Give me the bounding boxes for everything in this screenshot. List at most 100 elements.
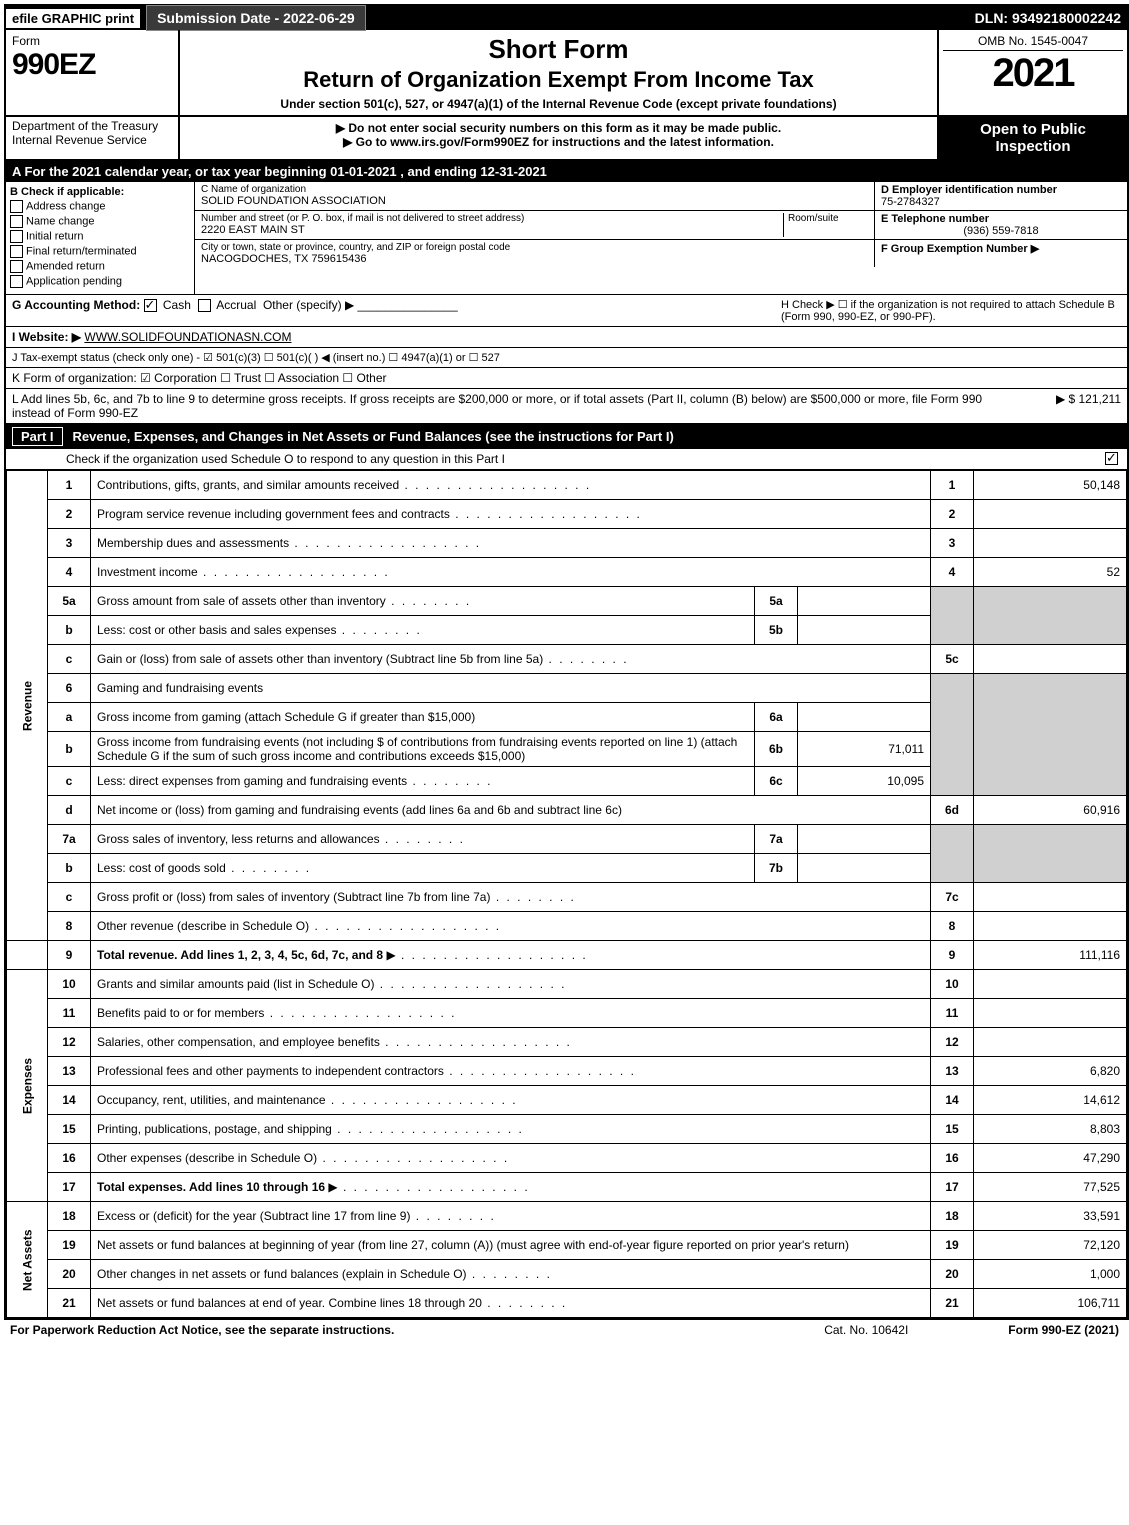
line-1: Revenue 1 Contributions, gifts, grants, … (7, 471, 1127, 500)
row-gh: G Accounting Method: Cash Accrual Other … (6, 294, 1127, 327)
open-inspection: Open to Public Inspection (939, 117, 1127, 159)
check-final[interactable]: Final return/terminated (10, 245, 190, 258)
line-13: 13 Professional fees and other payments … (7, 1057, 1127, 1086)
info-grid: B Check if applicable: Address change Na… (6, 182, 1127, 294)
line-6: 6 Gaming and fundraising events (7, 674, 1127, 703)
line-5c: c Gain or (loss) from sale of assets oth… (7, 645, 1127, 674)
section-j: J Tax-exempt status (check only one) - ☑… (6, 348, 1127, 368)
check-name[interactable]: Name change (10, 215, 190, 228)
check-address[interactable]: Address change (10, 200, 190, 213)
section-l: L Add lines 5b, 6c, and 7b to line 9 to … (6, 389, 1127, 424)
part1-label: Part I (12, 427, 63, 446)
phone-label: E Telephone number (881, 213, 1121, 225)
dept-treasury: Department of the Treasury (12, 119, 172, 133)
schedule-o-checkbox[interactable] (1105, 452, 1118, 465)
line-7c: c Gross profit or (loss) from sales of i… (7, 883, 1127, 912)
form-ref: Form 990-EZ (2021) (1008, 1323, 1119, 1337)
section-b: B Check if applicable: Address change Na… (6, 182, 195, 294)
under-section: Under section 501(c), 527, or 4947(a)(1)… (184, 97, 933, 111)
form-number: 990EZ (12, 48, 172, 82)
line-7a: 7a Gross sales of inventory, less return… (7, 825, 1127, 854)
short-form-title: Short Form (184, 34, 933, 65)
top-bar: efile GRAPHIC print Submission Date - 20… (6, 6, 1127, 30)
city-cell: City or town, state or province, country… (195, 240, 875, 267)
submission-date: Submission Date - 2022-06-29 (146, 5, 366, 31)
check-initial[interactable]: Initial return (10, 230, 190, 243)
check-pending[interactable]: Application pending (10, 275, 190, 288)
line-20: 20 Other changes in net assets or fund b… (7, 1260, 1127, 1289)
room-label: Room/suite (783, 213, 868, 237)
check-amended[interactable]: Amended return (10, 260, 190, 273)
line-2: 2 Program service revenue including gove… (7, 500, 1127, 529)
irs-label: Internal Revenue Service (12, 133, 172, 147)
expenses-label: Expenses (7, 970, 48, 1202)
line-11: 11 Benefits paid to or for members 11 (7, 999, 1127, 1028)
group-label: F Group Exemption Number ▶ (881, 242, 1121, 255)
tax-year: 2021 (943, 51, 1123, 96)
line-12: 12 Salaries, other compensation, and emp… (7, 1028, 1127, 1057)
line-17: 17 Total expenses. Add lines 10 through … (7, 1173, 1127, 1202)
line-10: Expenses 10 Grants and similar amounts p… (7, 970, 1127, 999)
part1-check: Check if the organization used Schedule … (6, 449, 1127, 470)
section-a: A For the 2021 calendar year, or tax yea… (6, 161, 1127, 182)
header-notes: ▶ Do not enter social security numbers o… (180, 117, 939, 159)
part1-header: Part I Revenue, Expenses, and Changes in… (6, 424, 1127, 449)
street-label: Number and street (or P. O. box, if mail… (201, 213, 783, 224)
line-15: 15 Printing, publications, postage, and … (7, 1115, 1127, 1144)
ein-value: 75-2784327 (881, 196, 1121, 208)
revenue-label: Revenue (7, 471, 48, 941)
ein-label: D Employer identification number (881, 184, 1121, 196)
paperwork-notice: For Paperwork Reduction Act Notice, see … (10, 1323, 394, 1337)
ein-cell: D Employer identification number 75-2784… (875, 182, 1127, 210)
netassets-label: Net Assets (7, 1202, 48, 1318)
city-label: City or town, state or province, country… (201, 242, 868, 253)
line-14: 14 Occupancy, rent, utilities, and maint… (7, 1086, 1127, 1115)
dept-info: Department of the Treasury Internal Reve… (6, 117, 180, 159)
section-cde: C Name of organization SOLID FOUNDATION … (195, 182, 1127, 294)
section-l-text: L Add lines 5b, 6c, and 7b to line 9 to … (12, 392, 1001, 420)
row-street: Number and street (or P. O. box, if mail… (195, 211, 1127, 240)
org-name: SOLID FOUNDATION ASSOCIATION (201, 195, 868, 207)
section-h: H Check ▶ ☐ if the organization is not r… (781, 298, 1121, 323)
accrual-checkbox[interactable] (198, 299, 211, 312)
phone-value: (936) 559-7818 (881, 225, 1121, 237)
line-21: 21 Net assets or fund balances at end of… (7, 1289, 1127, 1318)
part1-title: Revenue, Expenses, and Changes in Net As… (73, 429, 674, 444)
line-18: Net Assets 18 Excess or (deficit) for th… (7, 1202, 1127, 1231)
street-value: 2220 EAST MAIN ST (201, 224, 783, 236)
form-label: Form (12, 34, 172, 48)
section-k: K Form of organization: ☑ Corporation ☐ … (6, 368, 1127, 389)
line-8: 8 Other revenue (describe in Schedule O)… (7, 912, 1127, 941)
line-16: 16 Other expenses (describe in Schedule … (7, 1144, 1127, 1173)
city-value: NACOGDOCHES, TX 759615436 (201, 253, 868, 265)
group-cell: F Group Exemption Number ▶ (875, 240, 1127, 267)
website-value: WWW.SOLIDFOUNDATIONASN.COM (84, 330, 291, 344)
header-left: Form 990EZ (6, 30, 180, 115)
note-ssn: ▶ Do not enter social security numbers o… (184, 121, 933, 135)
cat-number: Cat. No. 10642I (824, 1323, 908, 1337)
lines-table: Revenue 1 Contributions, gifts, grants, … (6, 470, 1127, 1318)
line-3: 3 Membership dues and assessments 3 (7, 529, 1127, 558)
row-city: City or town, state or province, country… (195, 240, 1127, 267)
line-9: 9 Total revenue. Add lines 1, 2, 3, 4, 5… (7, 941, 1127, 970)
header-right: OMB No. 1545-0047 2021 (939, 30, 1127, 115)
name-label: C Name of organization (201, 184, 868, 195)
section-l-value: ▶ $ 121,211 (1001, 392, 1121, 420)
footer: For Paperwork Reduction Act Notice, see … (4, 1320, 1125, 1340)
org-name-cell: C Name of organization SOLID FOUNDATION … (195, 182, 875, 210)
cash-checkbox[interactable] (144, 299, 157, 312)
header: Form 990EZ Short Form Return of Organiza… (6, 30, 1127, 117)
form-990ez: efile GRAPHIC print Submission Date - 20… (4, 4, 1129, 1320)
dln: DLN: 93492180002242 (975, 10, 1127, 26)
line-19: 19 Net assets or fund balances at beginn… (7, 1231, 1127, 1260)
street-cell: Number and street (or P. O. box, if mail… (195, 211, 875, 239)
return-title: Return of Organization Exempt From Incom… (184, 67, 933, 93)
section-i: I Website: ▶ WWW.SOLIDFOUNDATIONASN.COM (6, 327, 1127, 348)
efile-label: efile GRAPHIC print (6, 9, 142, 28)
inspection-row: Department of the Treasury Internal Reve… (6, 117, 1127, 161)
row-name: C Name of organization SOLID FOUNDATION … (195, 182, 1127, 211)
phone-cell: E Telephone number (936) 559-7818 (875, 211, 1127, 239)
line-6d: d Net income or (loss) from gaming and f… (7, 796, 1127, 825)
line-5a: 5a Gross amount from sale of assets othe… (7, 587, 1127, 616)
note-url: ▶ Go to www.irs.gov/Form990EZ for instru… (184, 135, 933, 149)
